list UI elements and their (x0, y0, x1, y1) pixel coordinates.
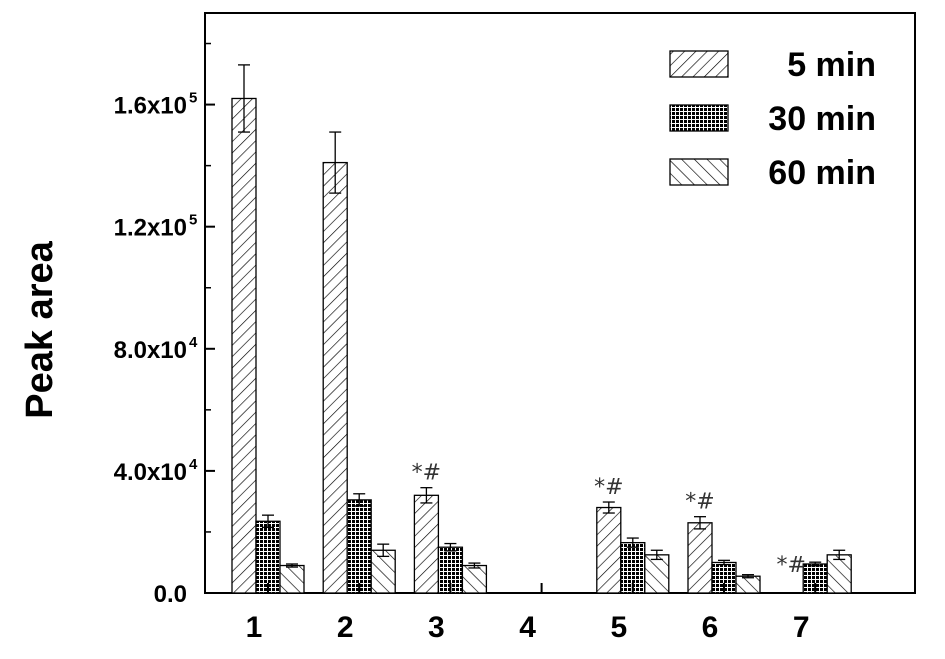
error-bar (262, 514, 274, 529)
y-ticks-layer: 0.04.0x10 48.0x10 41.2x10 51.6x10 5 (114, 42, 215, 608)
error-bar (718, 559, 730, 566)
x-tick-label: 1 (246, 611, 263, 644)
legend-item: 5 min (669, 46, 876, 84)
y-tick: 8.0x10 4 (114, 334, 215, 364)
bar-30-min-cat-1 (255, 520, 281, 594)
y-tick: 4.0x10 4 (114, 456, 215, 486)
bar-60-min-cat-1 (279, 564, 305, 594)
significance-annotation: *# (412, 461, 441, 486)
error-bar (329, 131, 342, 194)
y-axis-label: Peak area (19, 240, 61, 418)
legend-item: 30 min (669, 100, 876, 138)
y-tick-label: 1.2x10 (114, 215, 187, 242)
legend-label: 30 min (768, 100, 876, 138)
error-bar (468, 562, 481, 569)
x-tick: 6 (702, 583, 725, 644)
error-bar (833, 549, 846, 561)
error-bar (377, 543, 390, 558)
legend-label: 60 min (768, 154, 876, 192)
significance-annotation: *# (594, 475, 623, 500)
bar-60-min-cat-5 (644, 554, 670, 594)
x-tick: 1 (246, 583, 269, 644)
error-bar (742, 574, 754, 579)
y-tick: 1.6x10 5 (114, 90, 215, 120)
bar-30-min-cat-2 (346, 499, 372, 594)
error-bar (420, 487, 433, 504)
legend-label: 5 min (787, 46, 876, 84)
x-tick: 5 (610, 583, 634, 644)
y-tick-label: 1.6x10 (114, 93, 187, 120)
y-tick-exponent: 5 (189, 212, 197, 229)
y-tick-label: 8.0x10 (114, 337, 187, 364)
error-bar (602, 501, 615, 514)
bar-5-min-cat-1 (231, 97, 257, 594)
error-bar (694, 516, 706, 530)
x-tick: 2 (337, 583, 361, 644)
error-bar (444, 542, 457, 552)
x-tick-label: 2 (337, 611, 354, 644)
x-ticks-layer: 1 2 3 4 5 6 7 (246, 583, 817, 644)
bars-layer (231, 97, 852, 594)
error-bars-layer (238, 64, 846, 579)
legend-swatch (669, 158, 729, 186)
legend-swatch (669, 50, 729, 78)
error-bar (809, 561, 822, 567)
bar-5-min-cat-2 (322, 161, 348, 594)
significance-annotation: *# (776, 553, 805, 578)
error-bar (650, 549, 663, 561)
x-tick-label: 6 (702, 611, 719, 644)
y-tick-exponent: 4 (189, 334, 198, 351)
y-tick-label: 0.0 (154, 581, 187, 608)
legend-item: 60 min (669, 154, 876, 192)
y-tick: 1.2x10 5 (114, 212, 215, 242)
bar-60-min-cat-3 (461, 564, 488, 594)
bar-5-min-cat-5 (596, 506, 622, 594)
x-tick-label: 3 (428, 611, 445, 644)
error-bar (626, 537, 639, 548)
y-tick-exponent: 4 (189, 456, 198, 473)
bar-60-min-cat-6 (735, 575, 761, 594)
error-bar (353, 493, 366, 507)
bar-5-min-cat-3 (413, 494, 440, 594)
y-tick-exponent: 5 (189, 90, 197, 107)
x-tick-label: 5 (610, 611, 627, 644)
legend-swatch (669, 104, 729, 132)
legend: 5 min 30 min 60 min (669, 46, 876, 192)
y-tick-label: 4.0x10 (114, 459, 187, 486)
x-tick-label: 7 (793, 611, 810, 644)
x-tick-label: 4 (519, 611, 536, 644)
error-bar (238, 64, 250, 133)
bar-5-min-cat-6 (687, 522, 713, 594)
error-bar (286, 563, 298, 568)
plot-frame (204, 12, 916, 594)
x-tick: 3 (428, 583, 452, 644)
bar-60-min-cat-7 (826, 554, 852, 594)
x-tick: 4 (519, 583, 543, 644)
bar-60-min-cat-2 (370, 549, 396, 594)
y-tick: 0.0 (154, 581, 215, 608)
annotations-layer: *# *# *# *# (412, 461, 806, 578)
x-tick: 7 (793, 583, 817, 644)
significance-annotation: *# (685, 490, 714, 515)
